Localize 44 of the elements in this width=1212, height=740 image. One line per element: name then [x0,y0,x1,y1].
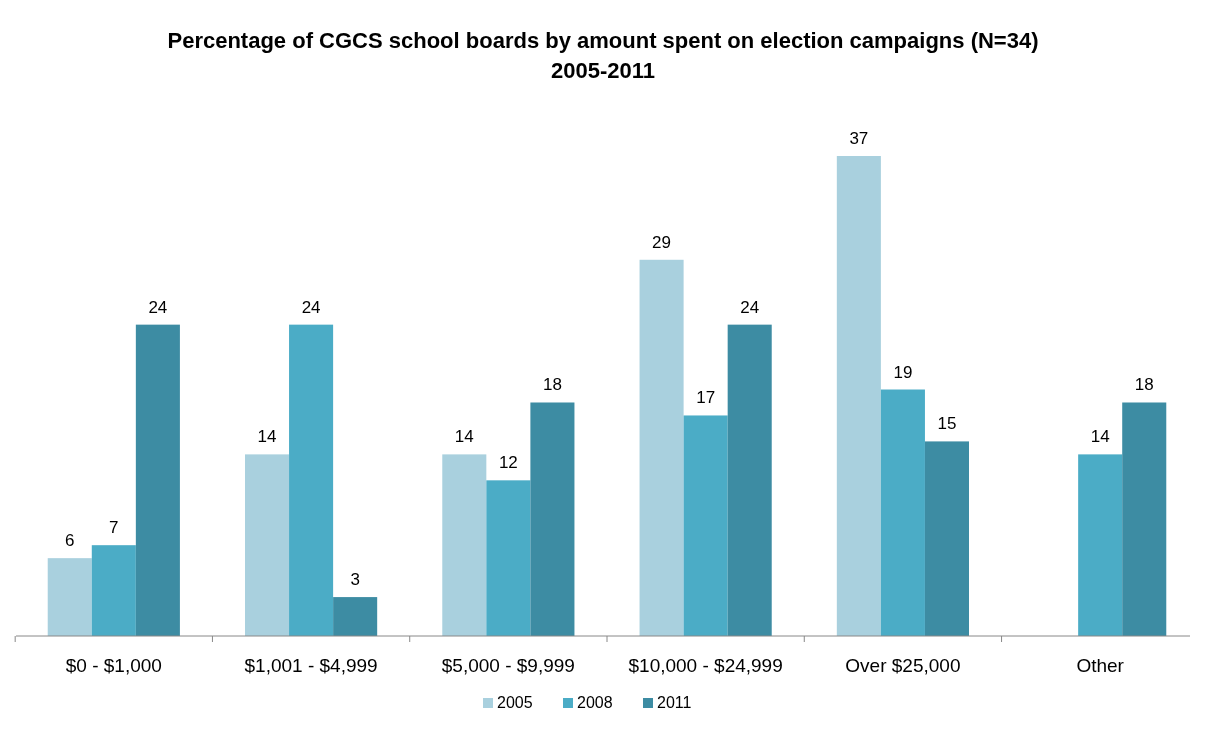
bar [486,480,531,636]
bar [683,415,728,636]
data-label: 24 [148,297,168,317]
bar [245,454,290,636]
x-tick-label: Over $25,000 [845,655,961,676]
data-label: 7 [109,518,119,538]
data-label: 3 [350,570,360,590]
bar [333,597,378,636]
x-tick-label: Other [1076,655,1125,676]
legend-label: 2011 [657,694,692,711]
data-label: 17 [696,388,716,408]
x-tick-label: $10,000 - $24,999 [628,655,783,676]
x-tick-label: $1,001 - $4,999 [244,655,378,676]
bar [1122,402,1167,636]
data-label: 18 [1134,375,1154,395]
data-label: 37 [849,129,869,148]
chart-title: Percentage of CGCS school boards by amount spent on election campaigns (N=34) 2005-2011 [167,28,1039,83]
bar [924,441,969,636]
bar [530,402,575,636]
data-label: 19 [893,362,913,382]
bar [135,324,180,636]
bar [442,454,487,636]
data-label: 14 [257,427,277,447]
bar [727,324,772,636]
legend-label: 2008 [577,694,613,711]
bar [91,545,136,636]
data-label: 24 [301,297,321,317]
legend-label: 2005 [497,694,533,711]
data-label: 15 [937,414,957,434]
bar [1078,454,1123,636]
bar [836,156,881,636]
data-label: 18 [542,375,562,395]
data-label: 6 [65,531,75,551]
bar [289,324,334,636]
bar [47,558,92,636]
data-label: 14 [1090,427,1110,447]
data-label: 14 [454,427,474,447]
x-tick-label: $5,000 - $9,999 [441,655,575,676]
data-label: 29 [652,232,672,252]
data-label: 24 [740,297,760,317]
x-tick-label: $0 - $1,000 [65,655,162,676]
data-label: 12 [498,453,518,473]
bar [880,389,925,636]
bar [639,259,684,636]
